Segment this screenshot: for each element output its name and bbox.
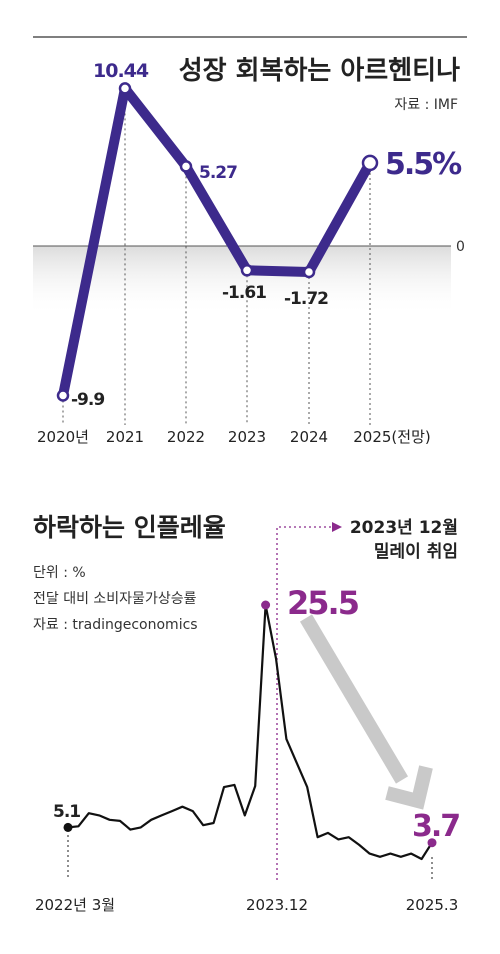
annotation-event: 밀레이 취임: [374, 541, 458, 562]
inflation-title: 하락하는 인플레율: [33, 513, 226, 542]
gdp-label-2024: -1.72: [284, 289, 328, 309]
gdp-point-0: [56, 389, 70, 402]
gdp-label-2022: 5.27: [199, 163, 237, 183]
gdp-point-5: [361, 154, 379, 172]
gdp-point-2: [179, 160, 193, 173]
inflation-chart: 하락하는 인플레율 단위 : % 전달 대비 소비자물가상승률 자료 : tra…: [33, 513, 461, 914]
inflation-key-points: [63, 600, 437, 848]
gdp-point-1: [118, 82, 132, 95]
gdp-guide-lines: [62, 88, 371, 425]
gdp-xtick-2023: 2023: [228, 428, 266, 446]
gdp-chart: 성장 회복하는 아르헨티나 자료 : IMF 0 -9.9 10.44 5.27…: [33, 36, 467, 446]
gdp-source: 자료 : IMF: [394, 97, 458, 113]
inflation-point-peak: [261, 600, 271, 610]
gdp-title: 성장 회복하는 아르헨티나: [179, 56, 460, 86]
gdp-xtick-2020: 2020년: [37, 428, 89, 446]
gdp-xtick-2024: 2024: [290, 428, 328, 446]
inflation-point-start: [63, 822, 73, 832]
inflation-xtick-start: 2022년 3월: [35, 896, 115, 914]
gdp-xtick-2025: 2025(전망): [353, 428, 430, 446]
gdp-label-2023: -1.61: [222, 283, 266, 303]
inflation-source: 자료 : tradingeconomics: [33, 617, 198, 633]
gdp-point-4: [302, 265, 316, 279]
inflation-start-label: 5.1: [53, 802, 80, 822]
milei-guide-line: [276, 526, 333, 880]
inflation-peak-label: 25.5: [287, 584, 359, 622]
gdp-label-2025: 5.5%: [385, 147, 462, 182]
inflation-series-line: [67, 603, 433, 861]
gdp-xtick-2022: 2022: [167, 428, 205, 446]
trend-arrow-head: [385, 765, 433, 810]
gdp-series-line: [58, 83, 375, 401]
annotation-date: 2023년 12월: [350, 518, 458, 538]
annotation-arrow-head: [332, 522, 342, 532]
inflation-unit: 단위 : %: [33, 565, 86, 581]
inflation-description: 전달 대비 소비자물가상승률: [33, 591, 197, 607]
inflation-xtick-end: 2025.3: [406, 896, 459, 914]
gdp-point-3: [240, 264, 254, 277]
zero-label: 0: [456, 239, 465, 255]
inflation-end-label: 3.7: [412, 809, 459, 844]
gdp-label-2020: -9.9: [71, 390, 104, 410]
trend-arrow: [299, 614, 433, 810]
gdp-label-2021: 10.44: [93, 60, 149, 82]
trend-arrow-shaft: [299, 614, 409, 784]
gdp-xtick-2021: 2021: [106, 428, 144, 446]
inflation-xtick-milei: 2023.12: [246, 896, 308, 914]
gdp-data-points: [56, 82, 379, 402]
inflation-point-end: [427, 838, 437, 848]
